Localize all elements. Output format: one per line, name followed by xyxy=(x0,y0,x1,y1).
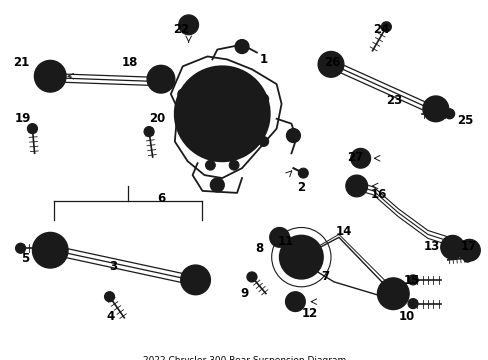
Circle shape xyxy=(377,278,408,310)
Circle shape xyxy=(210,178,224,192)
Text: 13: 13 xyxy=(423,240,439,253)
Circle shape xyxy=(147,66,174,93)
Circle shape xyxy=(422,96,447,122)
Circle shape xyxy=(381,22,390,32)
Circle shape xyxy=(27,124,37,134)
Text: 14: 14 xyxy=(335,225,351,238)
Text: 21: 21 xyxy=(13,57,29,69)
Circle shape xyxy=(258,94,268,104)
Circle shape xyxy=(269,228,289,247)
Circle shape xyxy=(235,40,248,54)
Circle shape xyxy=(246,272,256,282)
Text: 19: 19 xyxy=(15,112,31,125)
Text: 27: 27 xyxy=(346,151,362,165)
Circle shape xyxy=(350,148,370,168)
Text: 24: 24 xyxy=(373,23,389,36)
Text: 25: 25 xyxy=(457,114,473,127)
Circle shape xyxy=(179,15,198,35)
Circle shape xyxy=(16,243,25,253)
Circle shape xyxy=(298,168,307,178)
Text: 16: 16 xyxy=(370,188,386,201)
Circle shape xyxy=(258,136,268,147)
Text: 26: 26 xyxy=(324,57,340,69)
Circle shape xyxy=(229,160,239,170)
Text: 20: 20 xyxy=(149,112,165,125)
Circle shape xyxy=(178,89,187,99)
Text: 18: 18 xyxy=(121,57,138,69)
Circle shape xyxy=(286,129,300,143)
Text: 3: 3 xyxy=(109,260,118,273)
Circle shape xyxy=(174,66,269,161)
Circle shape xyxy=(34,60,66,92)
Circle shape xyxy=(104,292,114,302)
Text: 6: 6 xyxy=(157,192,165,205)
Circle shape xyxy=(32,233,68,268)
Text: 7: 7 xyxy=(321,270,328,283)
Circle shape xyxy=(444,109,454,119)
Text: 2022 Chrysler 300 Rear Suspension Diagram: 2022 Chrysler 300 Rear Suspension Diagra… xyxy=(142,356,346,360)
Text: 2: 2 xyxy=(297,181,305,194)
Circle shape xyxy=(279,235,323,279)
Text: 15: 15 xyxy=(404,274,420,287)
Circle shape xyxy=(144,127,154,136)
Text: 1: 1 xyxy=(259,53,267,66)
Text: 22: 22 xyxy=(172,23,189,36)
Text: 9: 9 xyxy=(240,287,248,300)
Text: 11: 11 xyxy=(277,235,293,248)
Text: 12: 12 xyxy=(301,307,317,320)
Circle shape xyxy=(440,235,464,259)
Text: 8: 8 xyxy=(254,242,263,255)
Text: 10: 10 xyxy=(397,310,414,323)
Circle shape xyxy=(285,292,305,311)
Circle shape xyxy=(458,239,479,261)
Text: 4: 4 xyxy=(106,310,115,323)
Circle shape xyxy=(181,265,210,295)
Circle shape xyxy=(407,299,417,309)
Text: 23: 23 xyxy=(386,94,402,107)
Circle shape xyxy=(318,51,343,77)
Text: 17: 17 xyxy=(460,240,476,253)
Circle shape xyxy=(205,160,215,170)
Circle shape xyxy=(407,275,417,285)
Circle shape xyxy=(463,254,470,262)
Circle shape xyxy=(178,119,187,129)
Circle shape xyxy=(345,175,367,197)
Text: 5: 5 xyxy=(20,252,29,265)
